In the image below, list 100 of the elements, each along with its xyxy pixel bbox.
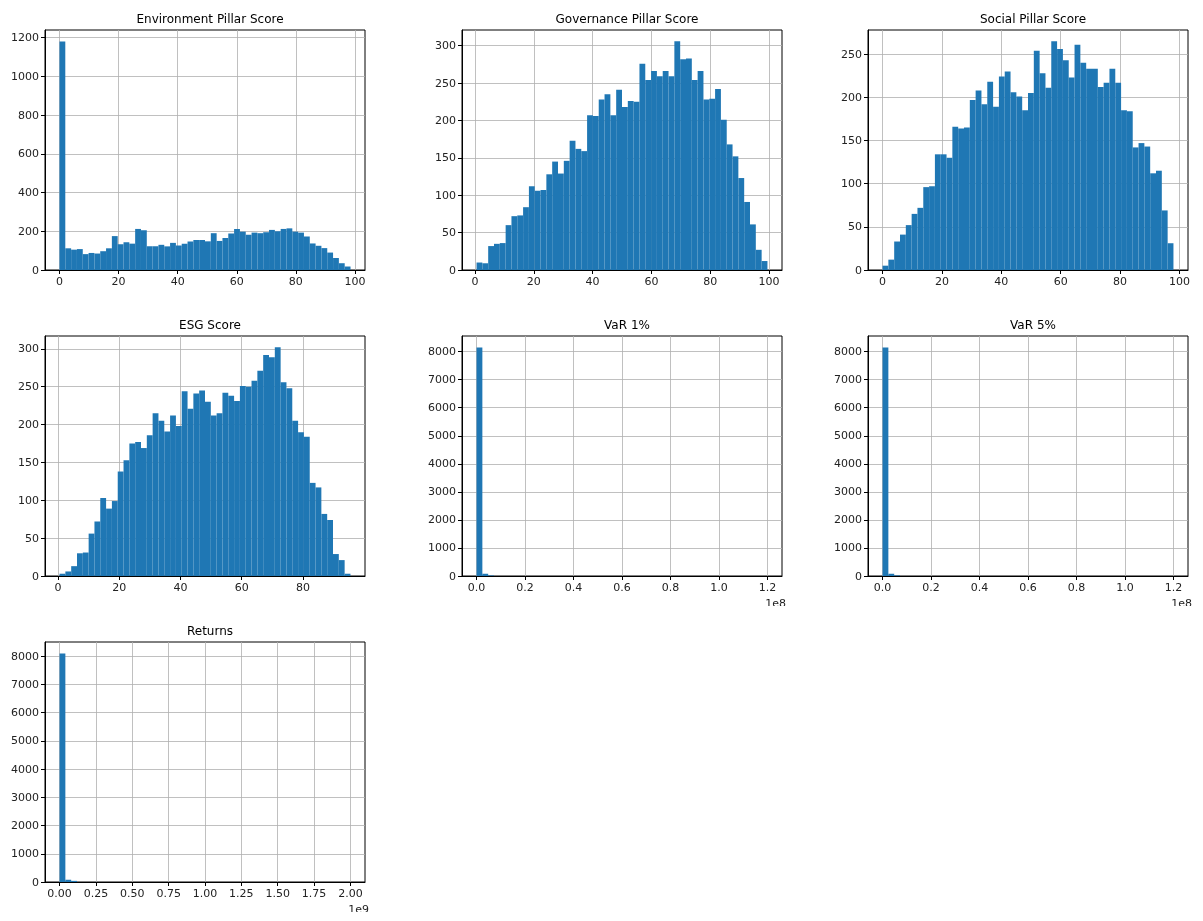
y-tick-label: 250 [841,47,862,61]
x-tick-label: 2.00 [338,887,363,900]
y-tick-label: 250 [18,380,39,394]
y-tick-label: 50 [25,531,39,545]
x-tick-label: 0.25 [83,887,109,900]
x-tick-label: 0.75 [156,887,181,900]
x-tick-label: 0.0 [873,581,892,594]
x-tick-label: 0.8 [661,581,680,594]
chart-title: VaR 1% [604,318,650,332]
chart-title: Returns [186,624,234,638]
x-tick-label: 0.6 [1019,581,1037,594]
x-tick-label: 20 [934,275,949,288]
x-tick-label: 100 [344,275,366,288]
x-tick-label: 0 [54,581,62,594]
y-tick-label: 5000 [834,429,862,443]
y-tick-label: 6000 [834,401,862,415]
y-tick-label: 0 [855,569,862,583]
y-tick-label: 200 [18,418,39,432]
y-tick-label: 50 [848,220,862,234]
x-tick-label: 40 [994,275,1009,288]
y-tick-label: 300 [18,342,39,356]
y-tick-label: 7000 [11,677,39,691]
y-tick-label: 0 [449,263,456,277]
x-tick-label: 40 [585,275,600,288]
x-tick-label: 1.2 [758,581,777,594]
y-tick-label: 3000 [428,485,456,499]
x-tick-label: 1.25 [229,887,254,900]
x-tick-label: 0.50 [120,887,145,900]
x-tick-label: 1.75 [301,887,327,900]
y-tick-label: 2000 [834,513,862,527]
y-tick-label: 6000 [11,706,39,720]
y-tick-label: 0 [32,875,39,889]
y-tick-label: 1000 [11,69,39,83]
x-tick-label: 60 [234,581,249,594]
y-tick-label: 600 [18,147,39,161]
y-tick-label: 200 [435,113,456,127]
y-tick-label: 4000 [428,457,456,471]
x-tick-label: 60 [229,275,244,288]
x-tick-label: 80 [703,275,718,288]
y-tick-label: 50 [442,226,456,240]
y-tick-label: 1200 [11,31,39,45]
chart-title: VaR 5% [1010,318,1056,332]
y-tick-label: 4000 [11,762,39,776]
x-tick-label: 100 [1168,275,1190,288]
x-tick-label: 40 [173,581,188,594]
y-tick-label: 0 [32,569,39,583]
y-tick-label: 2000 [428,513,456,527]
x-tick-label: 20 [112,581,127,594]
y-tick-label: 150 [18,455,39,469]
x-tick-label: 0.2 [922,581,940,594]
x-tick-label: 0 [471,275,479,288]
x-tick-label: 0.8 [1067,581,1086,594]
x-tick-label: 0 [55,275,63,288]
y-tick-label: 0 [855,263,862,277]
y-tick-label: 300 [435,39,456,53]
x-tick-label: 0.6 [613,581,631,594]
x-tick-label: 0.00 [47,887,72,900]
y-tick-label: 6000 [428,401,456,415]
y-tick-label: 150 [841,134,862,147]
y-tick-label: 100 [841,177,862,191]
y-tick-label: 3000 [11,790,39,804]
y-tick-label: 5000 [428,429,456,443]
y-tick-label: 200 [841,90,862,104]
x-tick-label: 60 [644,275,659,288]
y-tick-label: 100 [18,493,39,507]
x-tick-label: 20 [111,275,126,288]
y-tick-label: 1000 [428,541,456,555]
x-tick-label: 1.2 [1164,581,1183,594]
y-tick-label: 8000 [834,345,862,359]
y-tick-label: 7000 [428,373,456,387]
chart-title: ESG Score [179,318,241,332]
y-tick-label: 1000 [11,847,39,861]
x-tick-label: 1.0 [1116,581,1134,594]
chart-title: Social Pillar Score [979,12,1087,26]
x-tick-label: 40 [170,275,185,288]
chart-title: Environment Pillar Score [136,12,284,26]
y-tick-label: 250 [435,76,456,90]
x-tick-label: 80 [295,581,310,594]
x-tick-label: 80 [288,275,303,288]
y-tick-label: 200 [18,224,39,238]
y-tick-label: 400 [18,186,39,200]
x-tick-label: 80 [1113,275,1128,288]
y-tick-label: 2000 [11,819,39,833]
y-tick-label: 3000 [834,485,862,499]
y-tick-label: 0 [449,569,456,583]
x-tick-label: 1.50 [265,887,290,900]
y-tick-label: 0 [32,263,39,277]
y-tick-label: 5000 [11,734,39,748]
x-tick-label: 0.4 [564,581,583,594]
x-tick-label: 1.0 [710,581,728,594]
y-tick-label: 150 [435,151,456,165]
x-tick-label: 1.00 [192,887,218,900]
x-tick-label: 20 [526,275,541,288]
y-tick-label: 800 [18,108,39,122]
y-tick-label: 8000 [428,345,456,359]
x-tick-label: 0.4 [970,581,989,594]
x-tick-label: 0 [879,275,887,288]
y-tick-label: 1000 [834,541,862,555]
y-tick-label: 4000 [834,457,862,471]
x-tick-label: 0.0 [467,581,486,594]
